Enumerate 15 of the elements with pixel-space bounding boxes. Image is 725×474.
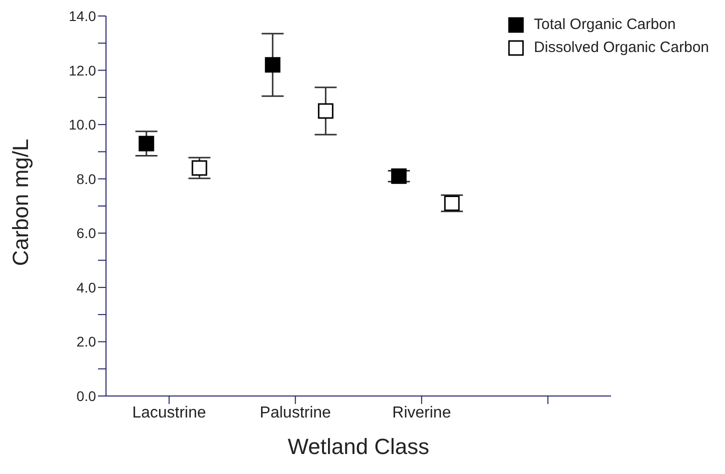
y-tick-label: 6.0 xyxy=(76,225,96,242)
x-tick-label: Lacustrine xyxy=(132,404,206,422)
y-tick-label: 4.0 xyxy=(76,279,96,296)
x-axis-title: Wetland Class xyxy=(288,434,430,459)
y-tick-label: 2.0 xyxy=(76,334,96,350)
legend-label: Dissolved Organic Carbon xyxy=(534,39,709,56)
x-tick-label: Riverine xyxy=(392,404,452,422)
y-tick-label: 10.0 xyxy=(68,116,96,133)
y-tick-label: 12.0 xyxy=(68,62,96,78)
y-axis-title: Carbon mg/L xyxy=(8,138,33,266)
y-tick-label: 0.0 xyxy=(76,388,96,404)
x-tick-label: Palustrine xyxy=(260,404,332,422)
y-tick-label: 8.0 xyxy=(76,170,96,187)
y-tick-label: 14.0 xyxy=(68,8,96,24)
legend-label: Total Organic Carbon xyxy=(534,16,676,33)
